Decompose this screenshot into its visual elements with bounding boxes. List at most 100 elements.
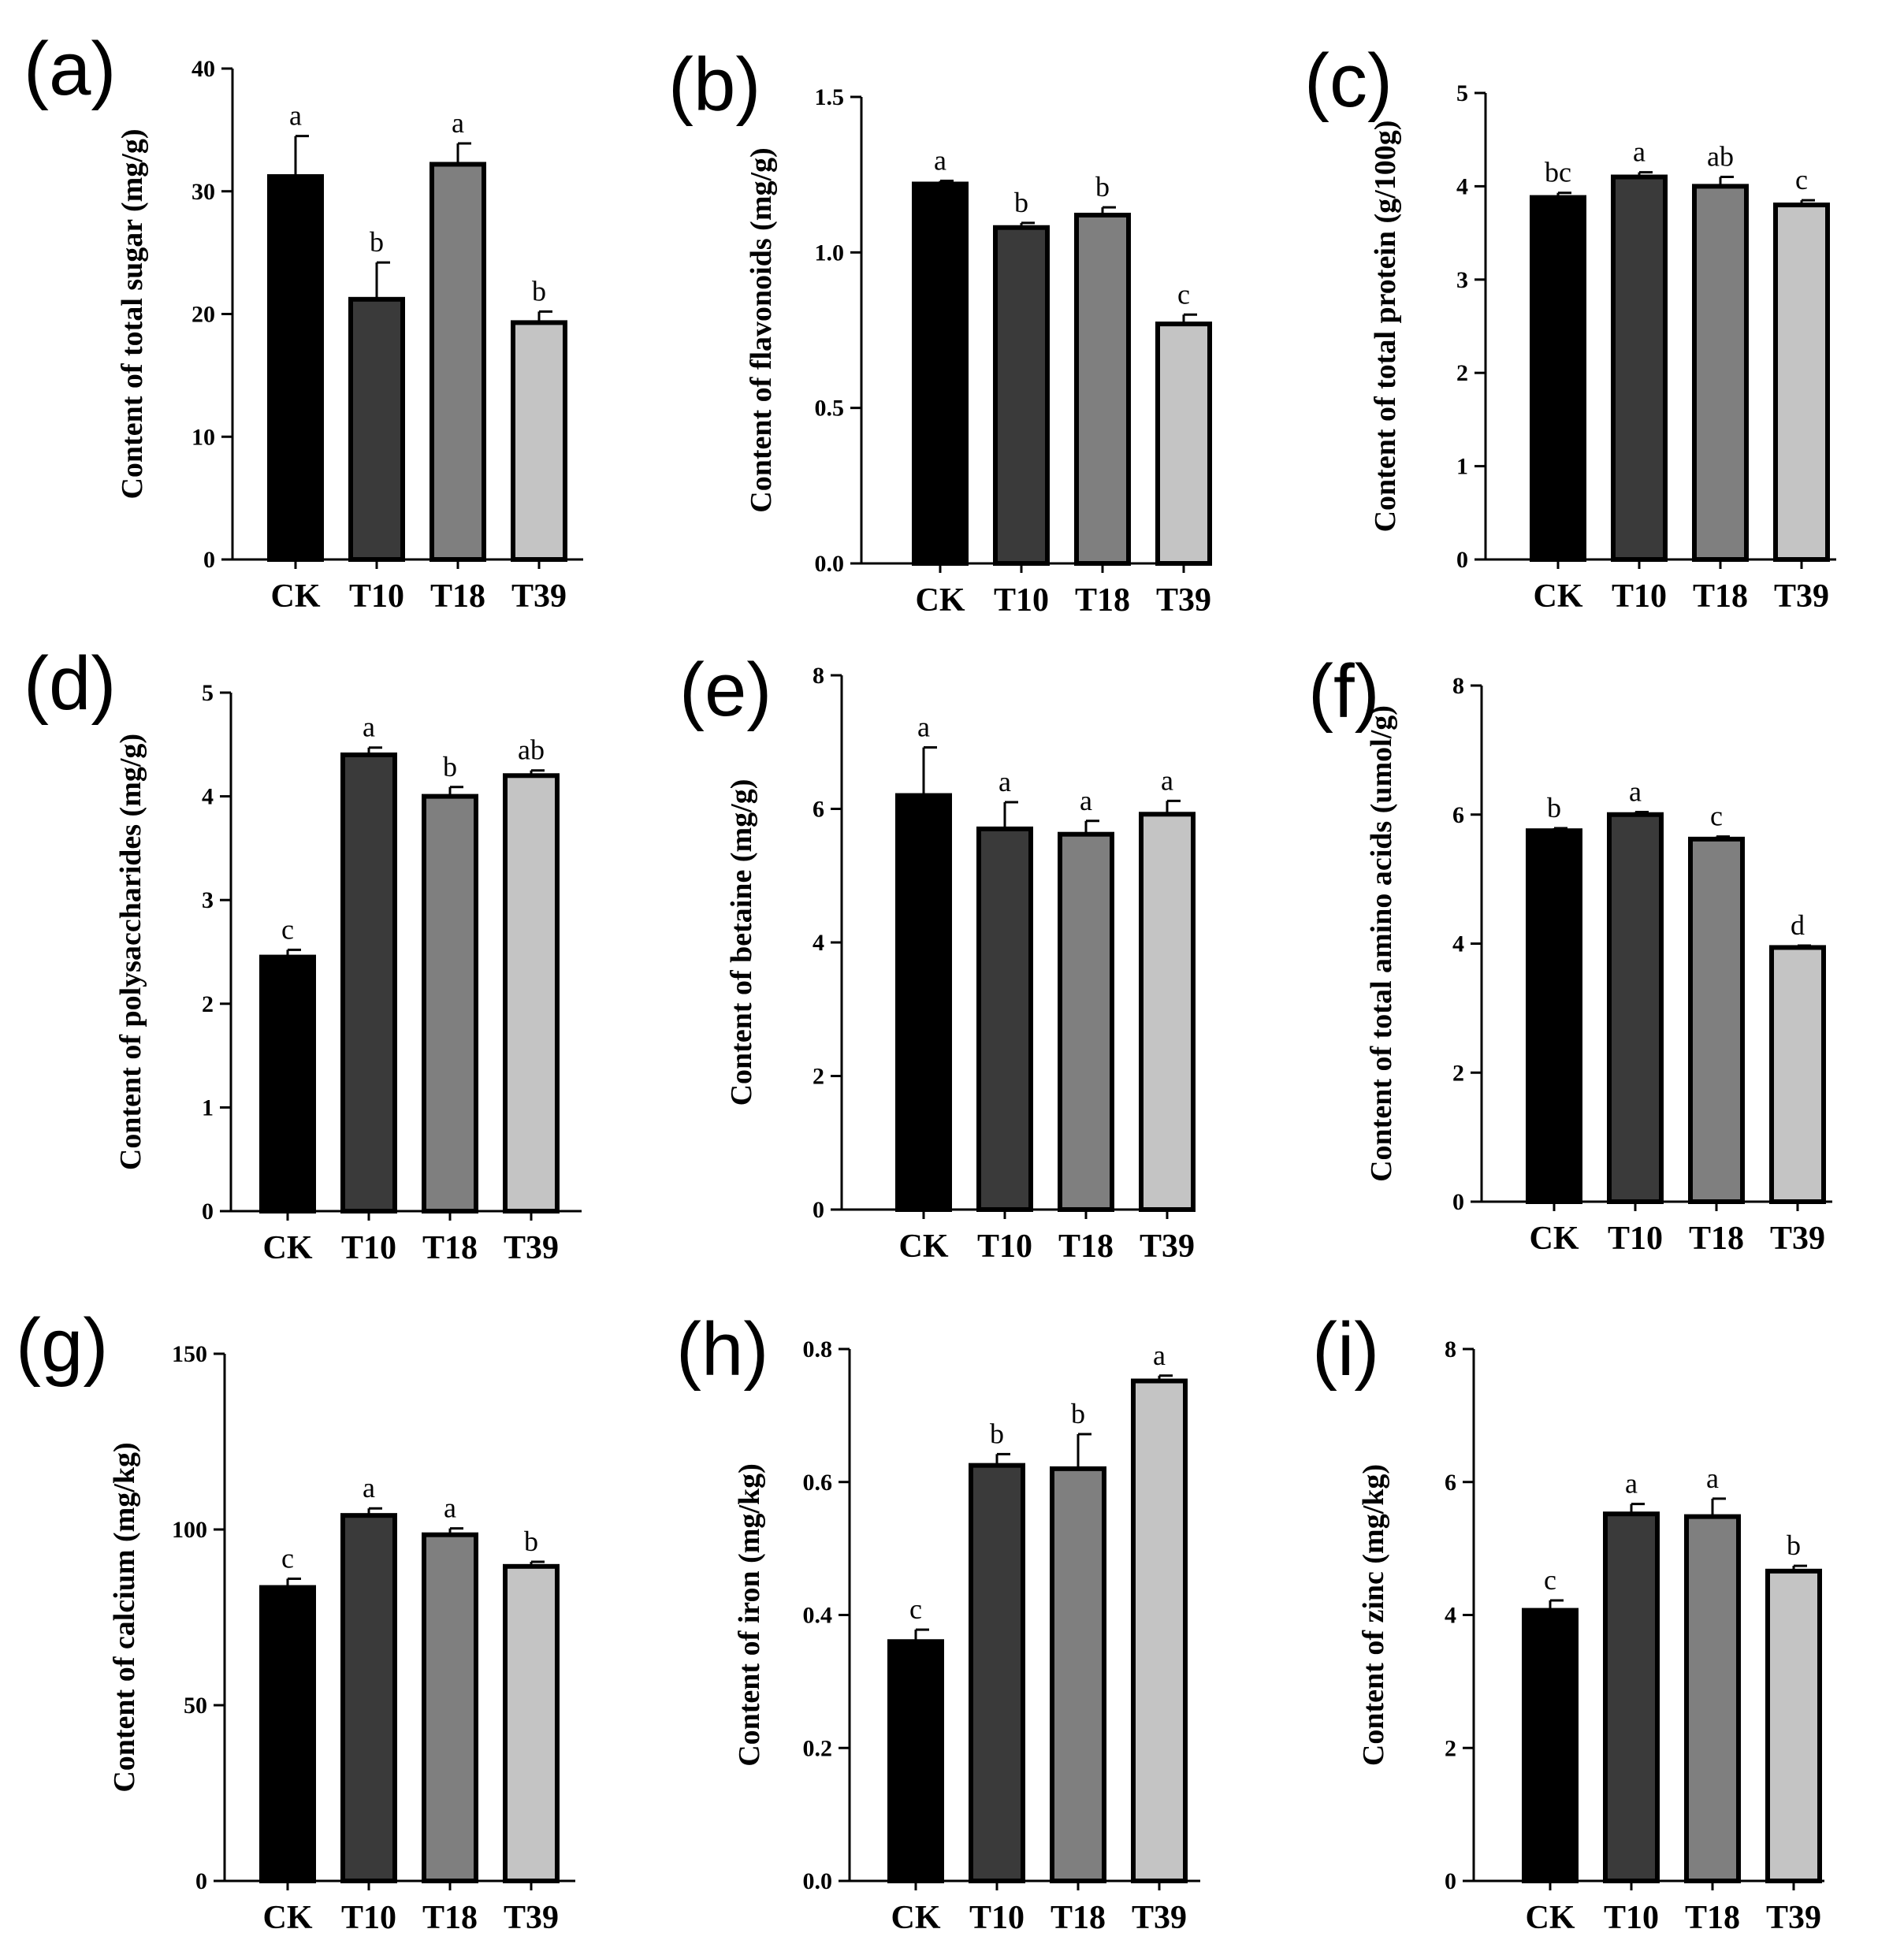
x-category-label: T18: [422, 1230, 478, 1266]
y-tick-label: 150: [172, 1341, 207, 1367]
y-tick-label: 4: [813, 930, 824, 956]
significance-label: b: [1014, 187, 1028, 218]
y-axis-title: Content of zinc (mg/kg): [1357, 1464, 1390, 1766]
x-category-label: T39: [504, 1900, 559, 1936]
bar-t18: [422, 794, 478, 1214]
y-tick-label: 0: [1445, 1868, 1456, 1894]
y-tick-label: 4: [1452, 931, 1464, 957]
bar-t10: [340, 752, 397, 1214]
x-category-label: CK: [271, 578, 321, 615]
y-tick-label: 1: [202, 1095, 214, 1121]
x-category-label: CK: [1530, 1221, 1579, 1257]
bar-ck: [1522, 1607, 1579, 1883]
y-tick-label: 2: [1452, 1060, 1464, 1086]
bar-t10: [340, 1513, 397, 1884]
y-axis-title: Content of total amino acids (umol/g): [1365, 705, 1398, 1182]
x-category-label: CK: [1526, 1900, 1575, 1936]
y-tick-label: 5: [1456, 80, 1468, 106]
significance-label: a: [363, 712, 375, 743]
bar-ck: [887, 1639, 944, 1883]
x-category-label: T10: [349, 578, 404, 615]
bar-t10: [1611, 174, 1668, 562]
y-axis-title: Content of iron (mg/kg): [733, 1463, 766, 1767]
x-category-label: T39: [1132, 1900, 1187, 1936]
bar-ck: [912, 181, 969, 567]
x-category-label: T39: [1766, 1900, 1821, 1936]
significance-label: b: [1071, 1398, 1085, 1429]
bar-t10: [976, 826, 1033, 1213]
y-tick-label: 2: [813, 1064, 824, 1090]
y-axis-title: Content of polysaccharides (mg/g): [114, 734, 147, 1170]
y-tick-label: 6: [1445, 1470, 1456, 1496]
significance-label: bc: [1545, 157, 1571, 188]
x-category-label: T39: [1140, 1228, 1195, 1265]
significance-label: b: [370, 226, 384, 258]
significance-label: d: [1791, 909, 1805, 941]
x-category-label: T39: [1770, 1221, 1825, 1257]
x-category-label: T18: [1058, 1228, 1114, 1265]
y-axis-title: Content of flavonoids (mg/g): [745, 147, 778, 512]
x-category-label: T18: [422, 1900, 478, 1936]
bar-t39: [511, 320, 567, 562]
significance-label: b: [1787, 1529, 1801, 1561]
panel-letter: (f): [1308, 649, 1380, 734]
x-category-label: CK: [263, 1900, 313, 1936]
y-tick-label: 0: [1452, 1189, 1464, 1215]
bar-t39: [503, 773, 560, 1214]
significance-label: a: [1080, 785, 1092, 816]
significance-label: a: [1629, 775, 1642, 807]
bar-t18: [422, 1532, 478, 1883]
bar-ck: [259, 954, 316, 1214]
panel-letter: (e): [679, 648, 772, 732]
significance-label: a: [363, 1472, 375, 1503]
significance-label: c: [1710, 801, 1723, 832]
significance-label: a: [1161, 764, 1173, 796]
significance-label: a: [1633, 136, 1646, 168]
y-axis-title: Content of calcium (mg/kg): [108, 1442, 141, 1792]
y-tick-label: 5: [202, 680, 214, 706]
y-tick-label: 40: [192, 56, 215, 82]
significance-label: a: [1625, 1468, 1638, 1500]
significance-label: b: [1095, 171, 1110, 203]
y-axis-title: Content of betaine (mg/g): [725, 779, 758, 1106]
significance-label: b: [532, 275, 546, 307]
x-category-label: T10: [969, 1900, 1025, 1936]
y-tick-label: 4: [1445, 1603, 1456, 1629]
chart-panel-c: (c) 0 1 2 3 4 5 Content of total protein (g/100…: [1304, 39, 1836, 615]
y-tick-label: 1.0: [815, 240, 845, 266]
bar-ck: [259, 1585, 316, 1883]
chart-panel-f: (f) 0 2 4 6 8 Content of total amino acids (um…: [1308, 649, 1832, 1257]
y-tick-label: 0.4: [803, 1603, 833, 1629]
significance-label: a: [1153, 1340, 1166, 1371]
x-category-label: CK: [1534, 578, 1583, 615]
bar-t18: [1688, 836, 1745, 1205]
x-category-label: T10: [977, 1228, 1032, 1265]
x-category-label: T10: [341, 1900, 396, 1936]
x-category-label: CK: [899, 1228, 949, 1265]
significance-label: c: [1795, 164, 1808, 195]
x-category-label: T39: [511, 578, 567, 615]
y-tick-label: 4: [202, 784, 214, 810]
bar-t18: [1058, 831, 1114, 1212]
y-tick-label: 8: [813, 663, 824, 689]
panel-letter: (i): [1312, 1307, 1379, 1392]
bar-t10: [969, 1463, 1025, 1883]
y-tick-label: 100: [172, 1517, 207, 1543]
x-category-label: T39: [1156, 582, 1211, 619]
y-tick-label: 4: [1456, 173, 1468, 199]
chart-panel-i: (i) 0 2 4 6 8 Content of zinc (mg/kg) c CK a T10 a T…: [1312, 1307, 1824, 1936]
significance-label: c: [1544, 1564, 1556, 1596]
y-tick-label: 3: [1456, 267, 1468, 293]
y-tick-label: 10: [192, 424, 215, 450]
x-category-label: T10: [341, 1230, 396, 1266]
x-category-label: CK: [263, 1230, 313, 1266]
bar-t10: [1607, 812, 1664, 1204]
x-category-label: T18: [1051, 1900, 1106, 1936]
y-tick-label: 2: [1456, 360, 1468, 386]
bar-t39: [1765, 1568, 1822, 1883]
panel-letter: (d): [24, 641, 116, 726]
y-tick-label: 6: [1452, 802, 1464, 828]
y-tick-label: 1: [1456, 454, 1468, 480]
bar-t10: [348, 296, 405, 562]
